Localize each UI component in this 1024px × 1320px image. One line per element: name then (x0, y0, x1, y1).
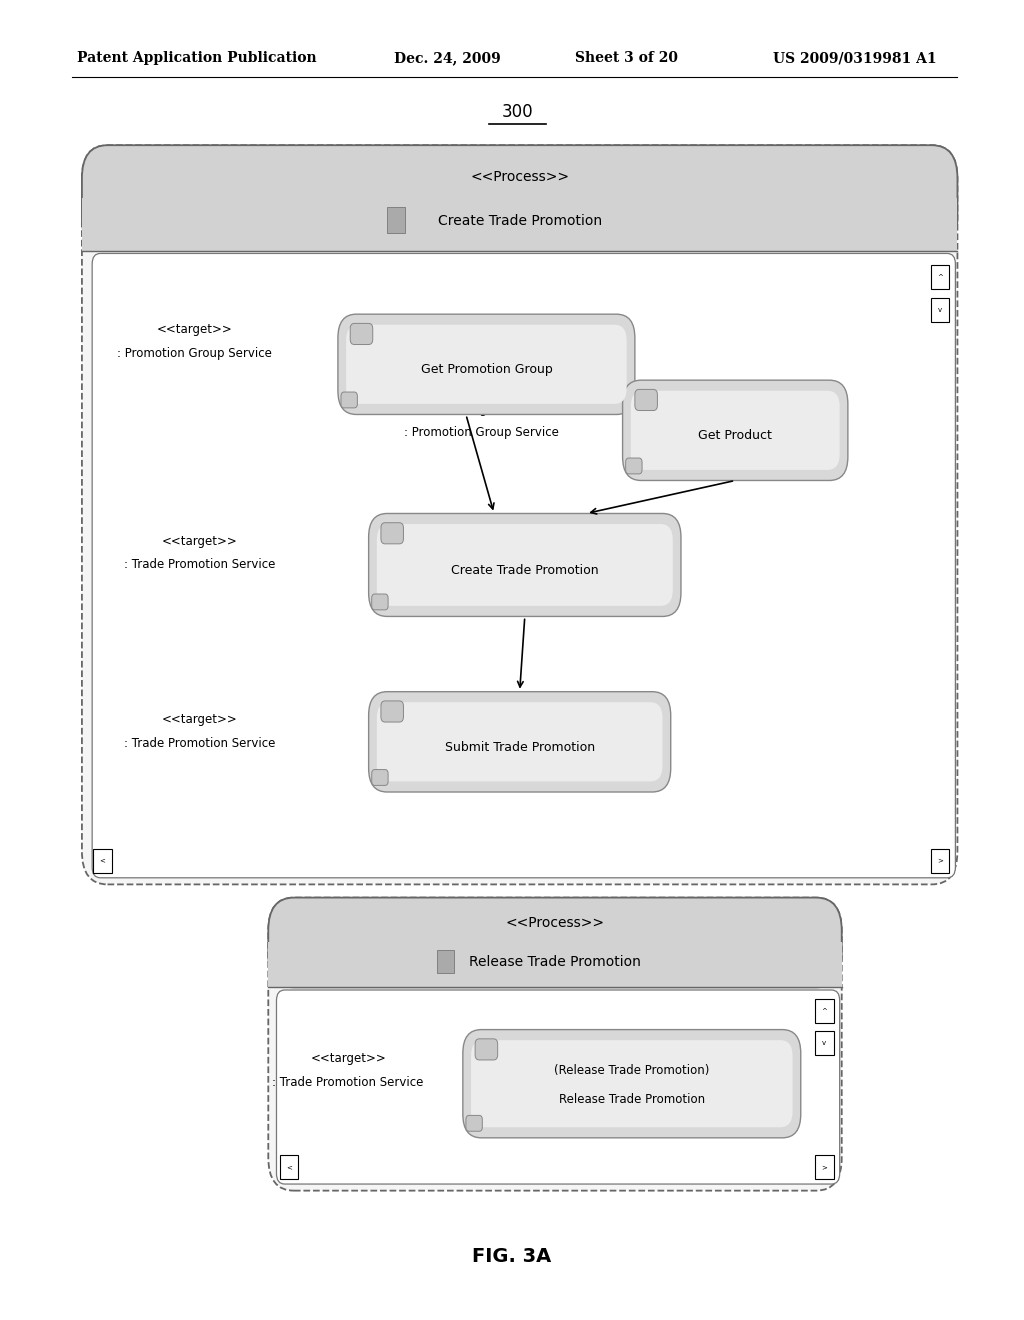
Text: <<target>>: <<target>> (310, 1052, 386, 1065)
FancyBboxPatch shape (631, 391, 840, 470)
FancyBboxPatch shape (466, 1115, 482, 1131)
Bar (815, 999, 834, 1023)
Text: <<target>>: <<target>> (162, 535, 238, 548)
Text: FIG. 3A: FIG. 3A (472, 1247, 552, 1266)
Bar (386, 207, 404, 234)
Text: v: v (822, 1040, 826, 1045)
Bar (268, 942, 842, 987)
Bar (82, 198, 957, 251)
Bar (815, 1155, 834, 1179)
Text: ^: ^ (821, 1008, 827, 1014)
Bar (93, 849, 112, 873)
Text: ^: ^ (937, 275, 943, 280)
Text: Create Trade Promotion: Create Trade Promotion (451, 564, 599, 577)
Bar (931, 849, 949, 873)
FancyBboxPatch shape (276, 990, 840, 1184)
Text: <: < (286, 1164, 292, 1170)
Text: 300: 300 (502, 103, 532, 121)
FancyBboxPatch shape (475, 1039, 498, 1060)
Text: <<Process>>: <<Process>> (470, 170, 569, 183)
Text: : Trade Promotion Service: : Trade Promotion Service (272, 1076, 424, 1089)
Text: Submit Trade Promotion: Submit Trade Promotion (444, 741, 595, 754)
FancyBboxPatch shape (626, 458, 642, 474)
Text: <<Process>>: <<Process>> (506, 916, 604, 929)
FancyBboxPatch shape (471, 1040, 793, 1127)
FancyBboxPatch shape (635, 389, 657, 411)
Text: >: > (937, 858, 943, 863)
FancyBboxPatch shape (82, 145, 957, 251)
FancyBboxPatch shape (372, 770, 388, 785)
FancyBboxPatch shape (350, 323, 373, 345)
FancyBboxPatch shape (372, 594, 388, 610)
Text: (Release Trade Promotion): (Release Trade Promotion) (554, 1064, 710, 1077)
FancyBboxPatch shape (377, 524, 673, 606)
Text: Patent Application Publication: Patent Application Publication (77, 51, 316, 65)
FancyBboxPatch shape (92, 253, 955, 878)
Text: <: < (99, 858, 105, 863)
Text: Release Trade Promotion: Release Trade Promotion (559, 1093, 705, 1106)
Bar (931, 298, 949, 322)
Bar (931, 265, 949, 289)
Bar (437, 949, 454, 973)
Text: Get Product: Get Product (698, 429, 772, 442)
Text: <<target>>: <<target>> (162, 713, 238, 726)
Text: : Trade Promotion Service: : Trade Promotion Service (124, 558, 275, 572)
Text: <<target>>: <<target>> (443, 403, 519, 416)
FancyBboxPatch shape (82, 145, 957, 884)
Text: Create Trade Promotion: Create Trade Promotion (437, 214, 602, 228)
FancyBboxPatch shape (268, 898, 842, 987)
FancyBboxPatch shape (268, 898, 842, 1191)
Text: : Trade Promotion Service: : Trade Promotion Service (124, 737, 275, 750)
Text: Sheet 3 of 20: Sheet 3 of 20 (575, 51, 679, 65)
Text: : Promotion Group Service: : Promotion Group Service (117, 347, 272, 360)
FancyBboxPatch shape (369, 513, 681, 616)
Text: Release Trade Promotion: Release Trade Promotion (469, 956, 641, 969)
FancyBboxPatch shape (341, 392, 357, 408)
FancyBboxPatch shape (377, 702, 663, 781)
Text: >: > (821, 1164, 827, 1170)
FancyBboxPatch shape (346, 325, 627, 404)
Text: <<target>>: <<target>> (157, 323, 232, 337)
Text: US 2009/0319981 A1: US 2009/0319981 A1 (773, 51, 937, 65)
FancyBboxPatch shape (463, 1030, 801, 1138)
FancyBboxPatch shape (338, 314, 635, 414)
Text: Get Promotion Group: Get Promotion Group (421, 363, 552, 376)
Bar (815, 1031, 834, 1055)
Text: v: v (938, 308, 942, 313)
Bar (280, 1155, 298, 1179)
Text: : Promotion Group Service: : Promotion Group Service (403, 426, 559, 440)
Text: Dec. 24, 2009: Dec. 24, 2009 (394, 51, 501, 65)
FancyBboxPatch shape (381, 701, 403, 722)
FancyBboxPatch shape (381, 523, 403, 544)
FancyBboxPatch shape (369, 692, 671, 792)
FancyBboxPatch shape (623, 380, 848, 480)
